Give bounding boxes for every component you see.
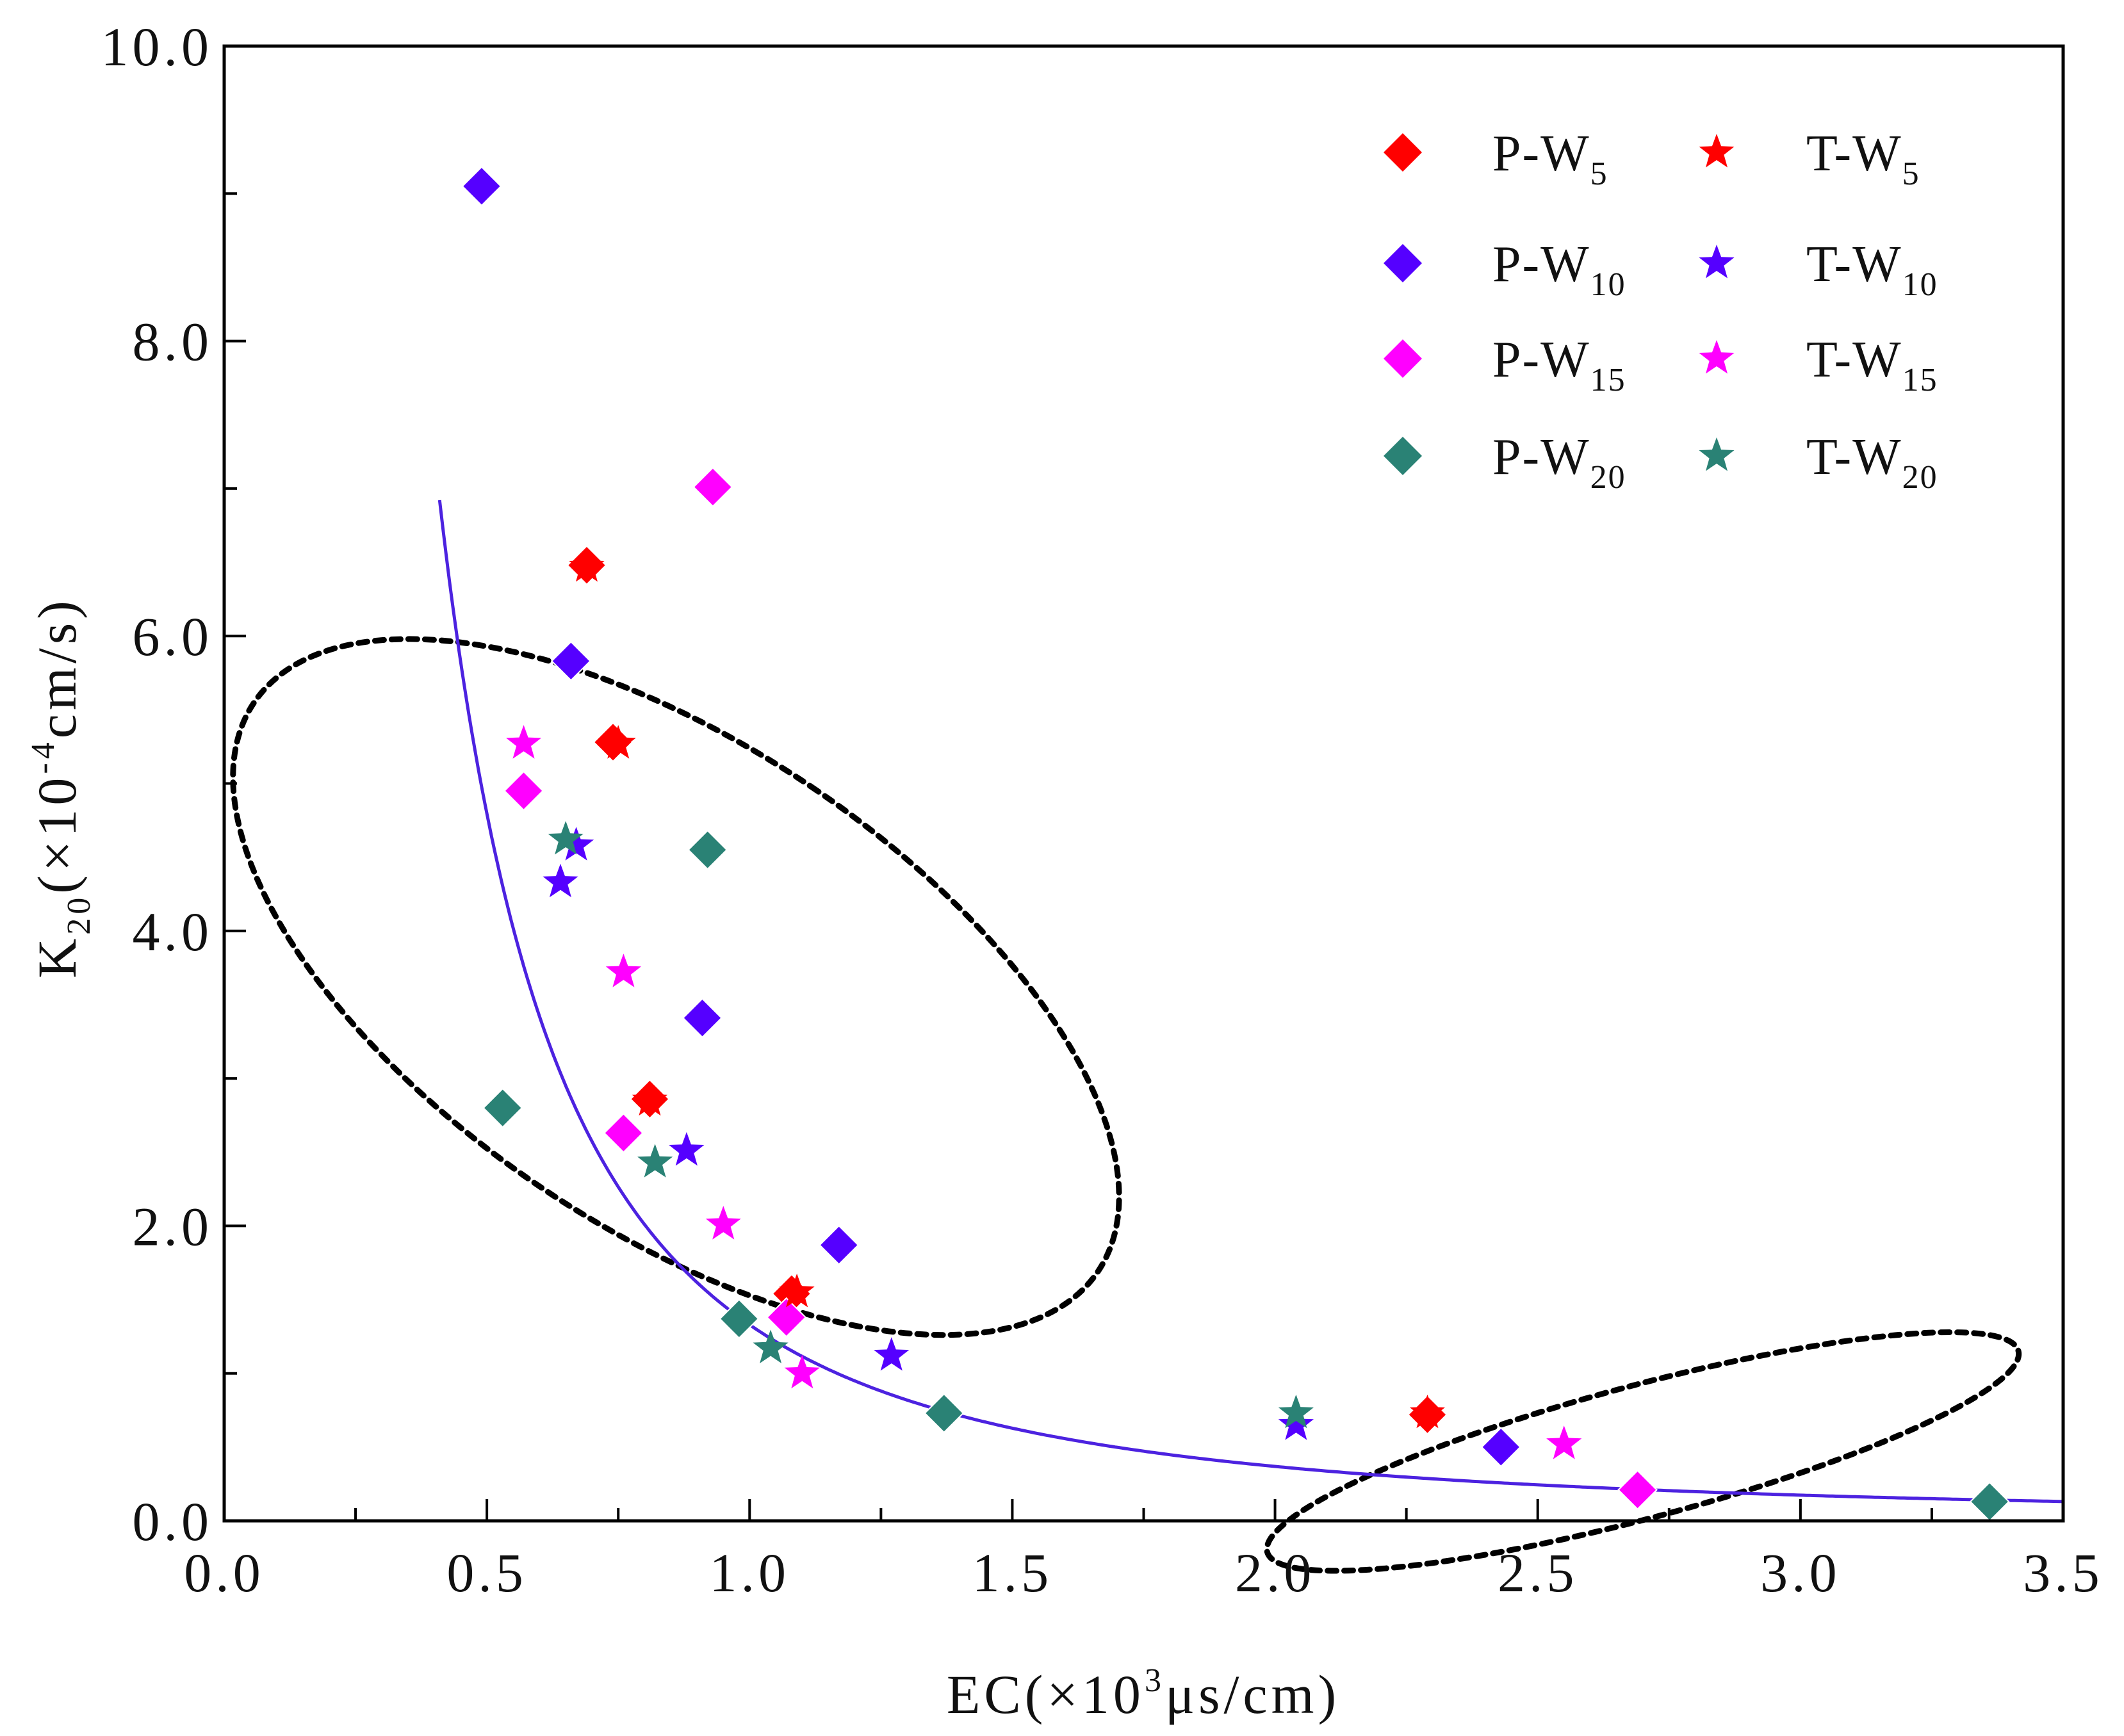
star-point-tw10 (559, 827, 594, 861)
dashed-highlight-ellipse (1264, 1329, 2022, 1574)
legend-marker-tw15 (1699, 340, 1735, 374)
legend-marker-tw10 (1699, 245, 1735, 279)
diamond-point-pw20 (924, 1393, 965, 1434)
diamond-point-pw20 (719, 1299, 760, 1339)
star-point-tw15 (605, 953, 641, 987)
star-point-tw15 (784, 1354, 820, 1389)
x-tick-label: 1.5 (972, 1542, 1053, 1603)
legend-label: T-W10 (1806, 236, 1938, 303)
fit-curve (437, 499, 2064, 1504)
chart-legend: P-W5 P-W10 P-W15 P-W20 T-W5 T-W10 T-W15 T-W20 (1384, 126, 1938, 496)
star-point-tw5 (1409, 1394, 1445, 1429)
star-point-tw20 (753, 1329, 788, 1363)
data-markers (461, 166, 2010, 1522)
x-tick-label: 0.0 (184, 1542, 265, 1603)
x-tick-label: 3.5 (2023, 1542, 2104, 1603)
star-point-tw15 (705, 1206, 741, 1240)
star-point-tw10 (1278, 1406, 1314, 1440)
legend-label: P-W10 (1492, 236, 1626, 303)
diamond-point-pw10 (550, 640, 591, 681)
y-tick-label: 6.0 (133, 606, 213, 667)
star-point-tw5 (779, 1274, 815, 1308)
highlight-ellipses (230, 636, 2022, 1574)
x-tick-label: 2.0 (1235, 1542, 1316, 1603)
legend-label: T-W5 (1806, 126, 1920, 192)
legend-label: T-W15 (1806, 332, 1938, 398)
dashed-highlight-ellipse (230, 636, 1122, 1338)
star-point-tw10 (543, 863, 578, 898)
diamond-point-pw20 (482, 1087, 523, 1128)
y-tick-label: 0.0 (133, 1491, 213, 1552)
legend-label: P-W20 (1492, 429, 1626, 496)
legend-marker-tw5 (1699, 134, 1735, 168)
x-tick-label: 0.5 (446, 1542, 527, 1603)
diamond-point-pw10 (461, 166, 502, 207)
x-tick-label: 3.0 (1760, 1542, 1841, 1603)
y-tick-label: 4.0 (133, 901, 213, 962)
star-point-tw5 (569, 548, 605, 582)
legend-label: P-W5 (1492, 126, 1608, 192)
diamond-point-pw10 (682, 998, 723, 1039)
star-point-tw20 (637, 1144, 673, 1178)
star-point-tw10 (669, 1132, 705, 1166)
legend-label: T-W20 (1806, 429, 1938, 496)
y-axis-ticks: 0.0 2.0 4.0 6.0 8.0 10.0 (101, 16, 246, 1552)
star-point-tw10 (874, 1337, 910, 1371)
star-point-tw5 (632, 1082, 667, 1116)
diamond-point-pw10 (1480, 1427, 1521, 1468)
legend-label: P-W15 (1492, 332, 1626, 398)
y-tick-label: 10.0 (101, 16, 213, 77)
legend-marker-pw15 (1384, 339, 1422, 378)
star-point-tw15 (1546, 1425, 1582, 1459)
y-tick-label: 8.0 (133, 311, 213, 373)
star-point-tw15 (506, 725, 542, 759)
y-axis-title: K20(×10-4cm/s) (25, 597, 97, 978)
diamond-point-pw15 (766, 1297, 807, 1338)
y-tick-label: 2.0 (133, 1196, 213, 1257)
diamond-point-pw15 (1617, 1470, 1658, 1511)
diamond-point-pw20 (687, 829, 728, 870)
x-tick-label: 1.0 (710, 1542, 790, 1603)
x-axis-title: EC(×103μs/cm) (947, 1662, 1340, 1725)
diamond-point-pw15 (692, 467, 733, 508)
legend-marker-pw10 (1384, 244, 1422, 282)
diamond-point-pw10 (819, 1224, 860, 1265)
legend-marker-tw20 (1699, 437, 1735, 471)
legend-marker-pw20 (1384, 437, 1422, 475)
diamond-point-pw15 (603, 1112, 644, 1153)
diamond-point-pw15 (503, 770, 544, 811)
x-tick-label: 2.5 (1498, 1542, 1578, 1603)
star-point-tw20 (548, 821, 584, 855)
legend-marker-pw5 (1384, 133, 1422, 172)
star-point-tw20 (1278, 1394, 1314, 1429)
star-point-tw5 (600, 725, 636, 759)
x-axis-ticks: 0.0 0.5 1.0 1.5 2.0 2.5 3.0 3.5 (184, 1499, 2104, 1603)
